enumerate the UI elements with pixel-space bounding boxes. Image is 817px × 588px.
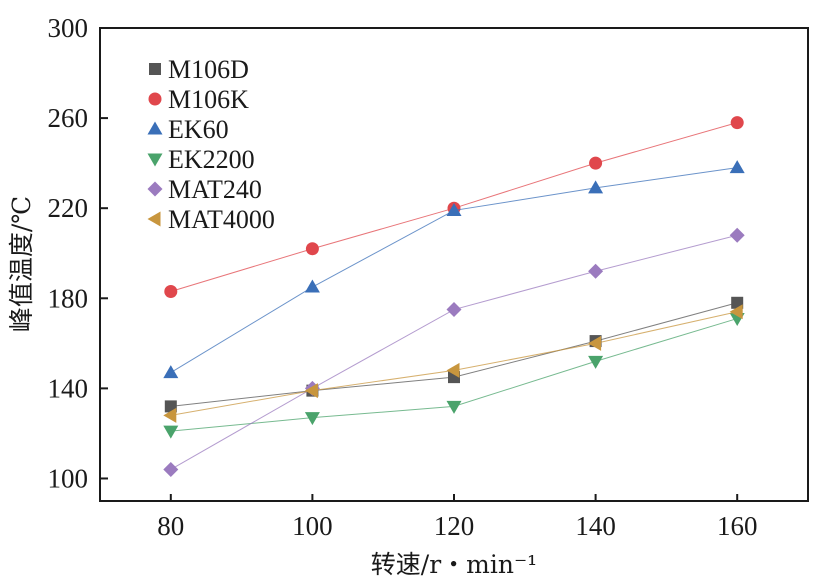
data-point [729,227,745,243]
data-point [729,160,745,174]
legend-label: MAT240 [168,175,262,204]
x-tick-label: 160 [717,511,758,541]
legend-item: MAT4000 [147,205,275,234]
data-point [163,365,179,379]
data-point [305,242,319,256]
series-layer [163,116,745,477]
x-tick-label: 100 [292,511,333,541]
y-axis-label: 峰值温度/℃ [7,196,36,332]
y-tick-label: 140 [48,373,89,403]
legend-item: EK60 [147,115,229,144]
y-tick-label: 300 [48,13,89,43]
data-point [164,285,178,299]
data-point [304,383,318,399]
series-line [170,302,738,407]
y-tick-label: 180 [48,283,89,313]
series-ek60 [163,160,745,379]
legend-item: M106K [148,85,249,114]
data-point [163,407,177,423]
data-point [589,156,603,170]
legend-item: EK2200 [147,145,255,174]
legend-marker-triangle-up-icon [147,121,163,135]
axes-layer: 80 100 120 140 160 100 140 180 220 260 300 [48,13,758,541]
data-point [588,263,604,279]
y-tick-label: 100 [48,463,89,493]
data-point [304,412,320,426]
legend-label: M106D [168,55,249,84]
legend-marker-circle-icon [148,92,162,106]
series-line [170,234,738,470]
legend-item: MAT240 [147,175,262,204]
data-point [446,400,462,414]
legend-marker-diamond-icon [147,181,163,197]
data-point [588,335,602,351]
y-tick-label: 220 [48,193,89,223]
legend-item: M106D [149,55,249,84]
series-line [170,311,738,416]
data-point [163,425,179,439]
x-axis-label: 转速/r・min⁻¹ [371,550,537,579]
data-point [588,180,604,194]
y-tick-label: 260 [48,103,89,133]
legend-label: M106K [168,85,249,114]
data-point [446,302,462,318]
legend-marker-triangle-left-icon [147,211,161,227]
x-tick-label: 80 [157,511,184,541]
data-point [730,116,744,130]
legend-label: EK2200 [168,145,255,174]
legend-label: MAT4000 [168,205,275,234]
data-point [446,202,462,216]
data-point [729,304,743,320]
data-point [304,279,320,293]
data-point [446,362,460,378]
legend-label: EK60 [168,115,229,144]
x-tick-label: 140 [575,511,616,541]
x-tick-label: 120 [434,511,475,541]
data-point [588,355,604,369]
series-mat240 [163,227,745,477]
data-point [163,461,179,477]
series-mat4000 [163,304,743,423]
legend-marker-square-icon [149,63,161,75]
legend-marker-triangle-down-icon [147,153,163,167]
